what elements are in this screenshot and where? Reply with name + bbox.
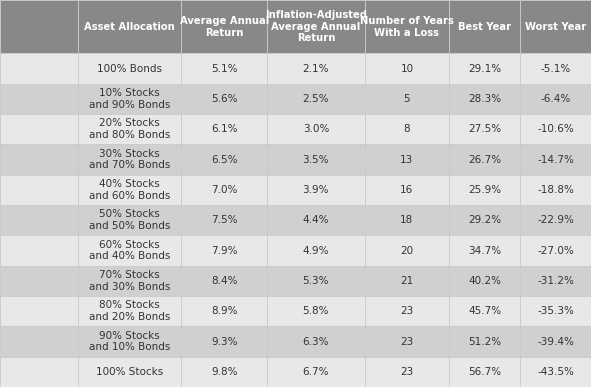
Text: -43.5%: -43.5% <box>537 367 574 377</box>
Text: 100% Bonds: 100% Bonds <box>98 63 162 74</box>
Text: -22.9%: -22.9% <box>537 215 574 225</box>
Text: 2.5%: 2.5% <box>303 94 329 104</box>
Text: 3.5%: 3.5% <box>303 154 329 164</box>
Wedge shape <box>28 149 49 170</box>
Text: 13: 13 <box>400 154 414 164</box>
Wedge shape <box>39 88 46 99</box>
Text: 23: 23 <box>400 306 414 316</box>
Text: 40% Stocks
and 60% Bonds: 40% Stocks and 60% Bonds <box>89 179 170 201</box>
Text: 100% Stocks: 100% Stocks <box>96 367 163 377</box>
Text: 5.1%: 5.1% <box>211 63 238 74</box>
Text: 51.2%: 51.2% <box>468 337 501 346</box>
Text: 5: 5 <box>404 94 410 104</box>
Text: 8.9%: 8.9% <box>211 306 238 316</box>
Text: 6.5%: 6.5% <box>211 154 238 164</box>
Text: Average Annual
Return: Average Annual Return <box>180 16 269 38</box>
Text: 7.5%: 7.5% <box>211 215 238 225</box>
Wedge shape <box>28 301 50 322</box>
Text: 4.4%: 4.4% <box>303 215 329 225</box>
Text: 29.2%: 29.2% <box>468 215 501 225</box>
Text: 10% Stocks
and 90% Bonds: 10% Stocks and 90% Bonds <box>89 88 170 110</box>
Text: 2.1%: 2.1% <box>303 63 329 74</box>
Text: 18: 18 <box>400 215 414 225</box>
Text: 10: 10 <box>400 63 414 74</box>
Text: 3.9%: 3.9% <box>303 185 329 195</box>
Wedge shape <box>28 88 50 110</box>
Text: 7.9%: 7.9% <box>211 245 238 255</box>
Text: 27.5%: 27.5% <box>468 124 501 134</box>
Wedge shape <box>28 331 50 352</box>
Text: 29.1%: 29.1% <box>468 63 501 74</box>
Text: 6.7%: 6.7% <box>303 367 329 377</box>
Text: 9.3%: 9.3% <box>211 337 238 346</box>
Wedge shape <box>28 270 39 284</box>
Text: 5.6%: 5.6% <box>211 94 238 104</box>
Wedge shape <box>39 179 50 199</box>
Wedge shape <box>28 240 39 259</box>
Text: Best Year: Best Year <box>458 22 511 32</box>
Wedge shape <box>28 179 46 200</box>
Text: -14.7%: -14.7% <box>537 154 574 164</box>
Wedge shape <box>33 240 50 261</box>
Text: 30% Stocks
and 70% Bonds: 30% Stocks and 70% Bonds <box>89 149 170 170</box>
Text: 23: 23 <box>400 367 414 377</box>
Wedge shape <box>28 58 50 79</box>
Text: 3.0%: 3.0% <box>303 124 329 134</box>
Wedge shape <box>28 118 50 140</box>
Text: 40.2%: 40.2% <box>468 276 501 286</box>
Text: 23: 23 <box>400 337 414 346</box>
Text: 8: 8 <box>404 124 410 134</box>
Text: 4.9%: 4.9% <box>303 245 329 255</box>
Text: 5.8%: 5.8% <box>303 306 329 316</box>
Text: Number of Years
With a Loss: Number of Years With a Loss <box>360 16 454 38</box>
Text: 6.3%: 6.3% <box>303 337 329 346</box>
Text: -18.8%: -18.8% <box>537 185 574 195</box>
Text: -27.0%: -27.0% <box>537 245 574 255</box>
Text: Inflation-Adjusted
Average Annual
Return: Inflation-Adjusted Average Annual Return <box>265 10 367 43</box>
Text: 28.3%: 28.3% <box>468 94 501 104</box>
Text: 8.4%: 8.4% <box>211 276 238 286</box>
Wedge shape <box>39 118 49 129</box>
Wedge shape <box>28 209 39 231</box>
Text: 9.8%: 9.8% <box>211 367 238 377</box>
Wedge shape <box>33 331 39 341</box>
Text: 25.9%: 25.9% <box>468 185 501 195</box>
Text: 20% Stocks
and 80% Bonds: 20% Stocks and 80% Bonds <box>89 118 170 140</box>
Text: 20: 20 <box>400 245 414 255</box>
Wedge shape <box>29 270 50 291</box>
Text: -5.1%: -5.1% <box>540 63 571 74</box>
Text: -31.2%: -31.2% <box>537 276 574 286</box>
Text: 90% Stocks
and 10% Bonds: 90% Stocks and 10% Bonds <box>89 331 170 352</box>
Text: 56.7%: 56.7% <box>468 367 501 377</box>
Text: -39.4%: -39.4% <box>537 337 574 346</box>
Text: 45.7%: 45.7% <box>468 306 501 316</box>
Text: 34.7%: 34.7% <box>468 245 501 255</box>
Wedge shape <box>29 301 39 311</box>
Text: 80% Stocks
and 20% Bonds: 80% Stocks and 20% Bonds <box>89 300 170 322</box>
Text: 6.1%: 6.1% <box>211 124 238 134</box>
Text: 70% Stocks
and 30% Bonds: 70% Stocks and 30% Bonds <box>89 270 170 292</box>
Wedge shape <box>39 149 50 163</box>
Text: 60% Stocks
and 40% Bonds: 60% Stocks and 40% Bonds <box>89 240 170 261</box>
Text: 5.3%: 5.3% <box>303 276 329 286</box>
Text: 16: 16 <box>400 185 414 195</box>
Wedge shape <box>39 209 50 231</box>
Text: 21: 21 <box>400 276 414 286</box>
Text: -10.6%: -10.6% <box>537 124 574 134</box>
Text: -6.4%: -6.4% <box>540 94 571 104</box>
Text: 26.7%: 26.7% <box>468 154 501 164</box>
Text: 50% Stocks
and 50% Bonds: 50% Stocks and 50% Bonds <box>89 209 170 231</box>
Text: -35.3%: -35.3% <box>537 306 574 316</box>
Text: 7.0%: 7.0% <box>211 185 238 195</box>
Wedge shape <box>28 361 50 382</box>
Text: Asset Allocation: Asset Allocation <box>85 22 175 32</box>
Text: Worst Year: Worst Year <box>525 22 586 32</box>
